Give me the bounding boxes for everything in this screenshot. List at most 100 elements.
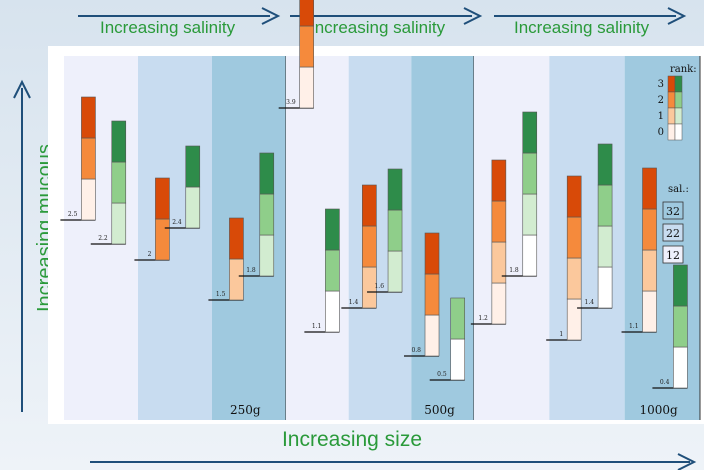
bar-segment-rank-2 — [362, 225, 377, 268]
bar-segment-rank-3 — [522, 111, 538, 154]
bar-segment-rank-2 — [566, 216, 582, 259]
bar-segment-rank-1 — [597, 225, 613, 268]
bar-segment-rank-2 — [299, 25, 314, 68]
bar-segment-rank-3 — [424, 232, 440, 275]
rank-swatch-green — [674, 91, 683, 109]
bar-segment-rank-1 — [491, 241, 507, 284]
bar-segment-rank-2 — [81, 137, 96, 180]
rank-swatch-orange — [667, 75, 676, 93]
sal-swatch — [662, 201, 684, 220]
bar-segment-rank-3 — [155, 177, 170, 220]
bar-segment-rank-3 — [597, 143, 613, 186]
base-value: 0.5 — [437, 371, 447, 378]
bar-segment-rank-2 — [450, 297, 466, 340]
rank-legend-level: 2 — [658, 95, 664, 106]
rank-legend-level: 0 — [658, 127, 664, 138]
bar-segment-rank-2 — [155, 218, 170, 261]
sal-legend-level: 32 — [666, 205, 680, 218]
bar-segment-rank-0 — [299, 66, 314, 109]
bar-segment-rank-2 — [387, 209, 403, 252]
sal-swatch — [662, 245, 684, 264]
bar-segment-rank-1 — [259, 234, 275, 277]
bar-segment-rank-0 — [81, 178, 96, 221]
salinity-label-2: Increasing salinity — [310, 18, 446, 37]
base-value: 3.9 — [286, 99, 296, 106]
salinity-band — [549, 56, 625, 420]
rank-legend-title: rank: — [670, 64, 697, 75]
bar-segment-rank-0 — [491, 282, 507, 325]
sal-swatch — [662, 223, 684, 242]
bar-segment-rank-0 — [450, 338, 466, 381]
bar-segment-rank-2 — [325, 249, 340, 292]
mucous-arrow — [13, 79, 31, 412]
bar-segment-rank-0 — [597, 266, 613, 309]
bar-segment-rank-3 — [642, 167, 657, 210]
base-value: 1.8 — [246, 267, 256, 274]
bar-segment-rank-3 — [566, 175, 582, 218]
bar-segment-rank-2 — [522, 152, 538, 195]
rank-swatch-green — [674, 107, 683, 125]
base-value: 1.6 — [374, 283, 384, 290]
bar-segment-rank-0 — [522, 234, 538, 277]
base-value: 2.2 — [98, 235, 108, 242]
bar-segment-rank-3 — [111, 120, 127, 163]
salinity-band — [212, 56, 286, 420]
bar-segment-rank-3 — [229, 217, 244, 260]
bar-segment-rank-3 — [673, 264, 688, 307]
size-label-250g: 250g — [230, 403, 261, 417]
base-value: 1 — [559, 331, 563, 338]
bar-segment-rank-3 — [185, 145, 201, 188]
bar-segment-rank-2 — [491, 200, 507, 243]
bar-segment-rank-1 — [566, 257, 582, 300]
bar-segment-rank-1 — [111, 202, 127, 245]
salinity-label-3: Increasing salinity — [514, 18, 650, 37]
bar-segment-rank-2 — [642, 208, 657, 251]
bar-segment-rank-1 — [642, 249, 657, 292]
size-label-1000g: 1000g — [639, 403, 678, 417]
rank-swatch-orange — [667, 91, 676, 109]
sal-legend-title: sal.: — [668, 184, 689, 195]
salinity-arrow-2 — [290, 7, 483, 25]
bar-segment-rank-3 — [81, 96, 96, 139]
salinity-band — [474, 56, 550, 420]
base-value: 0.8 — [411, 347, 421, 354]
bar-segment-rank-2 — [673, 305, 688, 348]
bar-segment-rank-3 — [387, 168, 403, 211]
sal-legend-level: 12 — [666, 249, 680, 262]
salinity-label-1: Increasing salinity — [100, 18, 236, 37]
base-value: 1.1 — [312, 323, 322, 330]
bar-segment-rank-1 — [387, 250, 403, 293]
rank-swatch-green — [674, 75, 683, 93]
size-label: Increasing size — [281, 428, 423, 451]
rank-legend-level: 1 — [658, 111, 664, 122]
bar-segment-rank-3 — [259, 152, 275, 195]
salinity-arrow-1 — [78, 7, 281, 25]
base-value: 1.2 — [478, 315, 488, 322]
base-value: 0.4 — [660, 379, 670, 386]
bar-segment-rank-1 — [522, 193, 538, 236]
rank-legend-level: 3 — [658, 79, 664, 90]
base-value: 2 — [148, 251, 152, 258]
sal-legend-level: 22 — [666, 227, 680, 240]
rank-swatch-green — [674, 123, 683, 141]
bar-segment-rank-3 — [491, 159, 507, 202]
bar-segment-rank-0 — [325, 290, 340, 333]
bar-segment-rank-0 — [642, 290, 657, 333]
bar-segment-rank-3 — [362, 184, 377, 227]
rank-swatch-orange — [667, 123, 676, 141]
bar-segment-rank-2 — [424, 273, 440, 316]
salinity-band — [138, 56, 212, 420]
base-value: 2.4 — [172, 219, 182, 226]
base-value: 1.1 — [629, 323, 639, 330]
bar-segment-rank-2 — [111, 161, 127, 204]
bar-segment-rank-1 — [229, 258, 244, 301]
bar-segment-rank-2 — [597, 184, 613, 227]
size-label-500g: 500g — [424, 403, 455, 417]
base-value: 2.5 — [68, 211, 78, 218]
bar-segment-rank-2 — [259, 193, 275, 236]
bar-segment-rank-0 — [673, 346, 688, 389]
bar-segment-rank-0 — [424, 314, 440, 357]
salinity-arrow-3 — [494, 7, 687, 25]
